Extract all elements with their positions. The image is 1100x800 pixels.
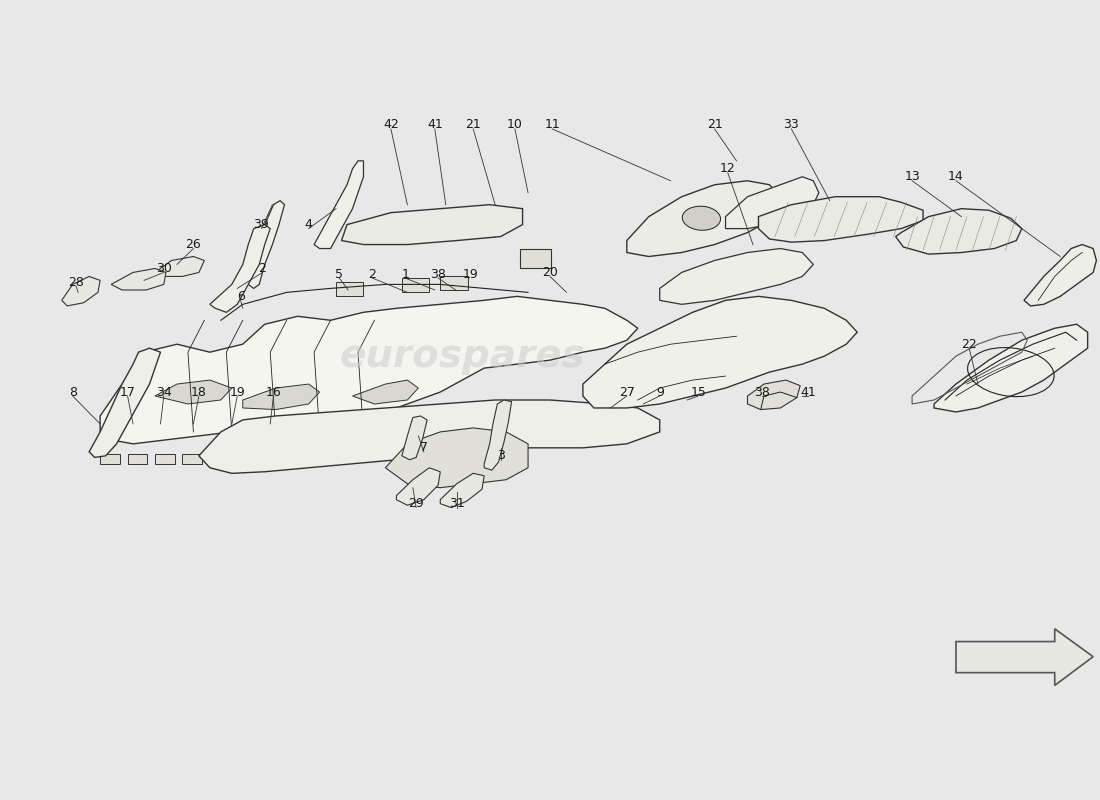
Text: 8: 8 <box>68 386 77 398</box>
Polygon shape <box>759 197 923 242</box>
Bar <box>473 224 495 237</box>
Text: 1: 1 <box>402 267 409 281</box>
Polygon shape <box>748 380 800 410</box>
Text: 12: 12 <box>719 162 736 175</box>
Polygon shape <box>956 629 1093 686</box>
Text: 38: 38 <box>754 386 770 398</box>
Polygon shape <box>895 209 1022 254</box>
Text: 2: 2 <box>258 262 266 275</box>
Text: 22: 22 <box>961 338 977 350</box>
Text: 7: 7 <box>420 442 428 454</box>
Polygon shape <box>352 380 418 404</box>
Bar <box>440 276 467 290</box>
Bar <box>402 278 429 292</box>
Text: 38: 38 <box>430 267 446 281</box>
Text: 41: 41 <box>427 118 442 131</box>
Bar <box>216 454 235 464</box>
Bar <box>336 282 363 296</box>
Text: 27: 27 <box>619 386 635 398</box>
Bar <box>693 340 720 352</box>
Text: 31: 31 <box>449 497 464 510</box>
Text: 14: 14 <box>948 170 964 183</box>
Bar <box>309 364 352 408</box>
Text: 21: 21 <box>706 118 723 131</box>
Bar <box>128 454 147 464</box>
Text: 34: 34 <box>156 386 172 398</box>
Polygon shape <box>440 474 484 508</box>
Text: 18: 18 <box>191 386 207 398</box>
Ellipse shape <box>682 206 720 230</box>
Text: eurospares: eurospares <box>339 337 585 375</box>
Bar <box>693 356 720 368</box>
Text: 26: 26 <box>186 238 201 251</box>
Text: 39: 39 <box>254 218 270 231</box>
Text: 5: 5 <box>336 267 343 281</box>
Polygon shape <box>100 296 638 444</box>
Text: 28: 28 <box>68 275 84 289</box>
Bar <box>520 249 551 269</box>
Polygon shape <box>243 384 320 410</box>
Polygon shape <box>934 324 1088 412</box>
Text: 33: 33 <box>783 118 800 131</box>
Text: 19: 19 <box>230 386 245 398</box>
Text: 3: 3 <box>497 450 505 462</box>
Text: 19: 19 <box>463 267 478 281</box>
Polygon shape <box>402 416 427 460</box>
Polygon shape <box>1024 245 1097 306</box>
Text: 29: 29 <box>408 497 424 510</box>
Polygon shape <box>484 400 512 470</box>
Polygon shape <box>89 348 161 458</box>
Bar <box>379 219 418 237</box>
Polygon shape <box>315 161 363 249</box>
Text: 13: 13 <box>904 170 920 183</box>
Bar <box>183 454 202 464</box>
Polygon shape <box>583 296 857 408</box>
Polygon shape <box>111 269 166 290</box>
Text: 17: 17 <box>120 386 135 398</box>
Polygon shape <box>660 249 813 304</box>
Polygon shape <box>155 257 205 277</box>
Polygon shape <box>199 400 660 474</box>
Text: 10: 10 <box>507 118 522 131</box>
Text: 21: 21 <box>465 118 481 131</box>
Polygon shape <box>62 277 100 306</box>
Polygon shape <box>396 468 440 506</box>
Polygon shape <box>726 177 818 229</box>
Polygon shape <box>341 205 522 245</box>
Polygon shape <box>210 225 271 312</box>
Text: 20: 20 <box>542 266 558 279</box>
Bar <box>100 454 120 464</box>
Polygon shape <box>627 181 780 257</box>
Text: 15: 15 <box>690 386 706 398</box>
Text: 4: 4 <box>305 218 312 231</box>
Text: 6: 6 <box>236 290 244 303</box>
Text: 11: 11 <box>544 118 560 131</box>
Text: 42: 42 <box>383 118 399 131</box>
Text: 30: 30 <box>156 262 172 275</box>
Bar <box>155 454 175 464</box>
Polygon shape <box>155 380 232 404</box>
Polygon shape <box>385 428 528 488</box>
Polygon shape <box>249 201 285 288</box>
Text: 41: 41 <box>800 386 816 398</box>
Bar <box>374 360 412 400</box>
Text: 9: 9 <box>656 386 663 398</box>
Bar <box>434 218 462 233</box>
Text: 2: 2 <box>368 267 376 281</box>
Text: 16: 16 <box>265 386 282 398</box>
